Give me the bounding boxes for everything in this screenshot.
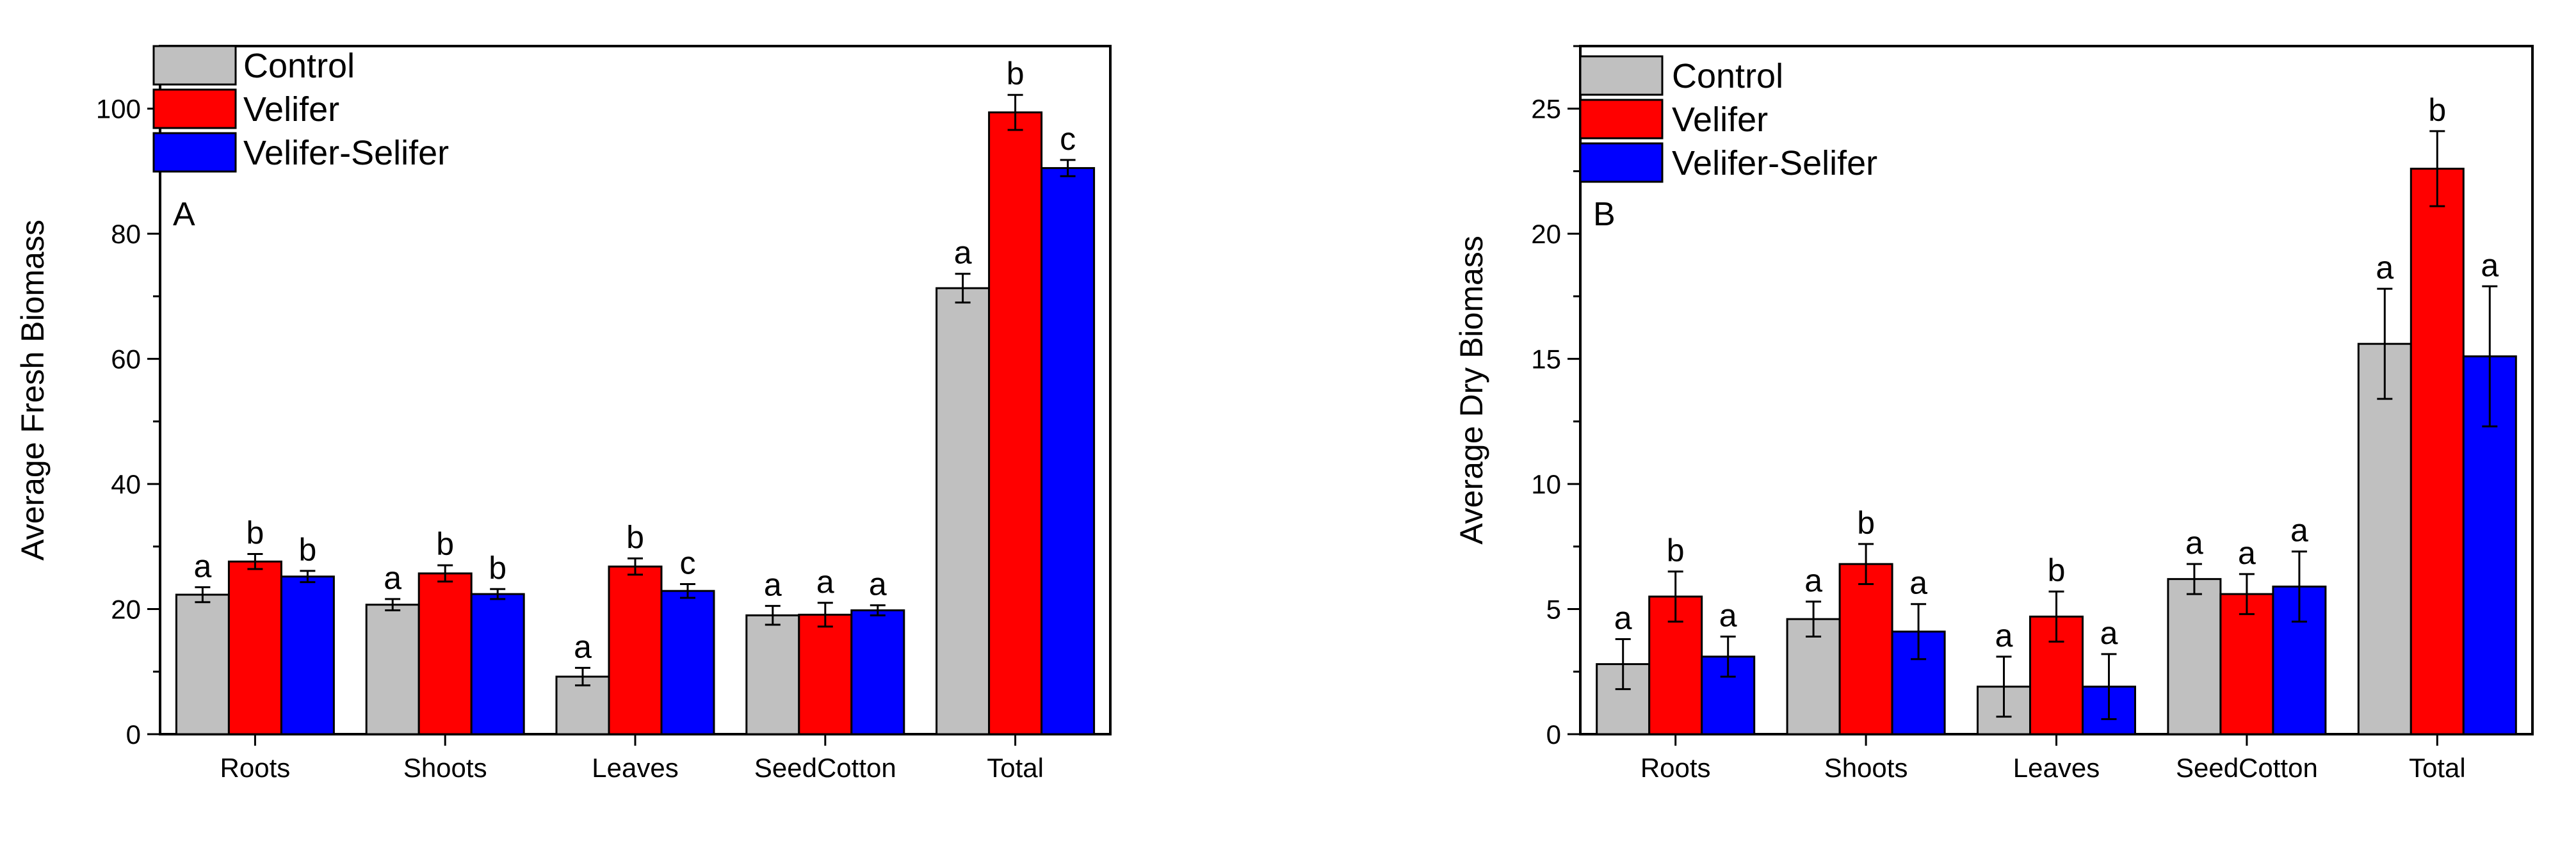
bar-velifer-selifer: [850, 609, 905, 735]
significance-letter: b: [1667, 533, 1685, 568]
significance-letter: b: [436, 526, 454, 562]
legend-label: Velifer-Selifer: [243, 134, 449, 172]
significance-letter: b: [489, 550, 506, 586]
significance-letter: b: [1857, 505, 1875, 541]
bar-control: [365, 604, 420, 735]
significance-letter: a: [954, 235, 972, 271]
legend-swatch-control: [152, 45, 237, 86]
y-tick-label: 40: [111, 469, 141, 499]
bar-velifer: [227, 560, 282, 735]
significance-letter: a: [816, 564, 834, 600]
significance-letter: a: [384, 560, 401, 596]
y-tick-label: 15: [1531, 344, 1561, 374]
y-tick-label: 80: [111, 219, 141, 249]
significance-letter: a: [1614, 600, 1632, 636]
y-axis-title: Average Dry Biomass: [1454, 236, 1489, 545]
significance-letter: b: [246, 515, 264, 551]
significance-letter: b: [298, 532, 316, 568]
bar-velifer: [608, 565, 663, 735]
bar-velifer-selifer: [660, 590, 715, 735]
significance-letter: b: [2428, 92, 2446, 128]
bar-velifer: [2219, 593, 2274, 735]
bar-velifer: [1838, 563, 1893, 735]
bar-velifer-selifer: [280, 575, 335, 735]
legend-label: Velifer: [1672, 100, 1768, 139]
bar-velifer: [798, 613, 853, 735]
bar-control: [175, 593, 230, 735]
significance-letter: a: [2290, 513, 2308, 549]
x-tick-label: Leaves: [592, 753, 678, 783]
bar-velifer: [988, 111, 1043, 735]
y-tick-label: 0: [1546, 719, 1561, 750]
significance-letter: a: [1804, 563, 1822, 598]
x-tick-label: Shoots: [1824, 753, 1908, 783]
legend-swatch-velifer-selifer: [1579, 142, 1664, 183]
legend-swatch-control: [1579, 55, 1664, 96]
bar-velifer-selifer: [470, 593, 525, 735]
legend-label: Velifer: [243, 90, 339, 129]
legend-swatch-velifer-selifer: [152, 132, 237, 173]
y-tick-label: 100: [96, 94, 141, 124]
legend-label: Velifer-Selifer: [1672, 144, 1877, 182]
x-tick-label: Roots: [1640, 753, 1711, 783]
y-tick-label: 5: [1546, 595, 1561, 625]
x-tick-label: Total: [2409, 753, 2466, 783]
bar-control: [936, 287, 991, 735]
significance-letter: a: [2185, 525, 2203, 561]
x-tick-label: Roots: [220, 753, 291, 783]
significance-letter: a: [2238, 535, 2256, 571]
bar-control: [745, 614, 800, 735]
x-tick-label: SeedCotton: [2176, 753, 2318, 783]
significance-letter: a: [1909, 565, 1927, 601]
legend-swatch-velifer: [1579, 99, 1664, 140]
bar-velifer-selifer: [1041, 167, 1096, 735]
x-tick-label: Leaves: [2013, 753, 2100, 783]
x-tick-label: SeedCotton: [754, 753, 896, 783]
y-tick-label: 60: [111, 344, 141, 374]
significance-letter: b: [1007, 56, 1025, 92]
significance-letter: b: [626, 519, 644, 555]
y-tick-label: 25: [1531, 94, 1561, 124]
bar-control: [2357, 342, 2412, 735]
significance-letter: c: [1060, 121, 1076, 157]
y-tick-label: 20: [1531, 219, 1561, 249]
y-tick-label: 20: [111, 595, 141, 625]
y-tick-label: 0: [126, 719, 141, 750]
significance-letter: a: [2100, 615, 2118, 651]
bar-velifer: [2410, 168, 2465, 735]
significance-letter: a: [1995, 618, 2013, 654]
significance-letter: a: [574, 629, 592, 664]
legend-label: Control: [243, 47, 355, 85]
legend-swatch-velifer: [152, 88, 237, 129]
panel-letter: A: [173, 196, 195, 233]
bar-control: [2167, 578, 2222, 735]
x-tick-label: Shoots: [403, 753, 487, 783]
y-axis-title: Average Fresh Biomass: [15, 220, 51, 561]
legend-label: Control: [1672, 57, 1783, 95]
bar-velifer: [417, 572, 473, 735]
x-tick-label: Total: [987, 753, 1044, 783]
significance-letter: a: [764, 567, 782, 603]
significance-letter: a: [193, 548, 211, 584]
significance-letter: a: [2376, 250, 2394, 285]
significance-letter: a: [869, 566, 887, 602]
significance-letter: b: [2048, 552, 2066, 588]
significance-letter: c: [680, 545, 696, 581]
y-tick-label: 10: [1531, 469, 1561, 499]
significance-letter: a: [1719, 598, 1737, 634]
panel-letter: B: [1593, 196, 1616, 233]
significance-letter: a: [2481, 247, 2499, 283]
